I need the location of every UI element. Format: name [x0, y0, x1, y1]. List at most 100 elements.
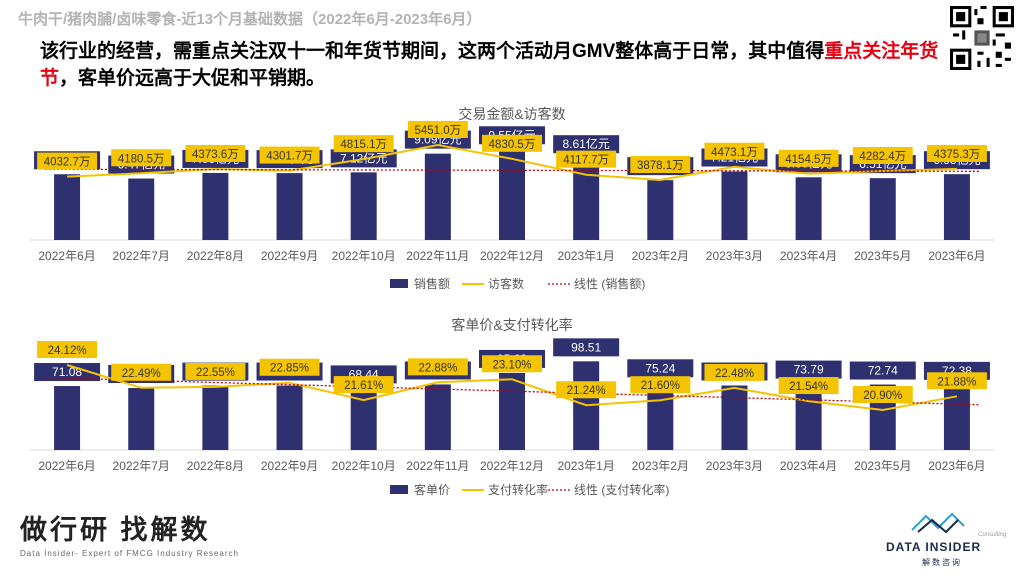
line-label-5: 5451.0万: [415, 125, 462, 137]
line-label-bg-2: [185, 144, 246, 162]
bar-1: [128, 388, 155, 450]
legend-bar-swatch: [390, 485, 408, 494]
bar-label-bg-7: [553, 135, 620, 154]
x-tick-10: 2023年4月: [780, 249, 837, 263]
x-tick-10: 2023年4月: [780, 459, 837, 473]
line-label-5: 22.88%: [418, 362, 457, 374]
line-label-bg-9: [704, 142, 765, 160]
line-label-bg-0: [37, 152, 98, 170]
line-label-2: 22.55%: [196, 367, 235, 379]
x-tick-9: 2023年3月: [706, 459, 763, 473]
x-tick-12: 2023年6月: [928, 459, 985, 473]
line-label-bg-10: [778, 377, 839, 395]
bar-9: [721, 171, 748, 240]
qr-code-icon: [950, 6, 1014, 70]
data-insider-logo-icon: [911, 512, 965, 534]
x-tick-9: 2023年3月: [706, 249, 763, 263]
line-label-bg-4: [333, 135, 394, 153]
line-label-10: 4154.5万: [785, 154, 832, 166]
line-label-bg-3: [259, 358, 320, 376]
line-label-7: 4117.7万: [563, 155, 609, 167]
line-label-9: 4473.1万: [711, 147, 758, 159]
x-tick-1: 2022年7月: [113, 459, 170, 473]
headline-text-1: 该行业的经营，需重点关注双十一和年货节期间，这两个活动月GMV整体高于日常，其中…: [40, 41, 825, 62]
legend-trend-label: 线性 (销售额): [574, 276, 645, 291]
x-tick-7: 2023年1月: [557, 459, 614, 473]
x-tick-5: 2022年11月: [406, 459, 469, 473]
x-tick-4: 2022年10月: [332, 249, 396, 263]
bar-label-7: 98.51: [571, 340, 601, 354]
line-label-bg-9: [704, 363, 765, 381]
x-tick-11: 2023年5月: [854, 249, 911, 263]
legend-line-label: 支付转化率: [488, 482, 548, 497]
bar-label-bg-0: [34, 363, 101, 382]
line-label-11: 4282.4万: [859, 151, 906, 163]
bar-12: [943, 174, 970, 240]
line-label-bg-8: [630, 156, 691, 173]
line-label-bg-4: [333, 376, 394, 394]
line-label-bg-11: [852, 147, 913, 165]
bar-3: [276, 385, 303, 450]
line-label-bg-12: [926, 372, 987, 390]
line-label-bg-7: [556, 381, 617, 399]
line-label-8: 3878.1万: [637, 160, 684, 172]
line-label-bg-3: [259, 146, 320, 164]
bar-2: [202, 385, 229, 450]
line-label-9: 22.48%: [715, 368, 754, 380]
line-label-8: 21.60%: [641, 380, 680, 392]
bar-label-8: 75.24: [645, 361, 675, 375]
headline-text-2: ，客单价远高于大促和平销期。: [59, 68, 326, 89]
bar-10: [795, 177, 822, 240]
bar-label-11: 72.74: [868, 364, 898, 378]
line-label-1: 4180.5万: [118, 153, 165, 165]
x-tick-5: 2022年11月: [406, 249, 469, 263]
line-label-4: 21.61%: [344, 380, 383, 392]
legend-trend-label: 线性 (支付转化率): [574, 482, 669, 497]
x-tick-8: 2023年2月: [632, 249, 689, 263]
bar-label-bg-10: [775, 360, 842, 379]
line-label-12: 21.88%: [937, 376, 976, 388]
bar-1: [128, 178, 155, 240]
chart-title: 交易金额&访客数: [458, 106, 565, 122]
footer-brand-cn: 做行研 找解数: [20, 515, 211, 545]
x-tick-11: 2023年5月: [854, 459, 911, 473]
line-label-bg-10: [778, 149, 839, 167]
page-subtitle: 牛肉干/猪肉脯/卤味零食-近13个月基础数据（2022年6月-2023年6月）: [18, 11, 482, 28]
bar-label-bg-7: [553, 338, 620, 357]
line-label-4: 4815.1万: [340, 139, 387, 151]
headline: 该行业的经营，需重点关注双十一和年货节期间，这两个活动月GMV整体高于日常，其中…: [40, 38, 952, 92]
x-tick-8: 2023年2月: [632, 459, 689, 473]
bar-10: [795, 383, 822, 450]
line-label-6: 4830.5万: [489, 139, 536, 151]
bar-4: [350, 172, 377, 240]
bar-2: [202, 172, 229, 240]
line-label-0: 24.12%: [48, 345, 87, 357]
x-tick-0: 2022年6月: [38, 459, 95, 473]
bar-5: [424, 384, 451, 450]
bar-11: [869, 178, 896, 240]
logo-sub: Consulting: [978, 532, 1007, 538]
bar-label-bg-8: [627, 359, 694, 378]
line-label-1: 22.49%: [122, 368, 161, 380]
bar-label-4: 7.12亿元: [340, 150, 387, 165]
bar-0: [54, 386, 81, 450]
line-label-10: 21.54%: [789, 381, 828, 393]
footer-brand-en: Data Insider- Expert of FMCG Industry Re…: [20, 549, 239, 558]
chart-sales-visitors: 交易金额&访客数6.92亿元6.47亿元7.06亿元7.04亿元7.12亿元9.…: [30, 106, 994, 291]
bar-9: [721, 385, 748, 450]
legend-bar-label: 销售额: [414, 276, 450, 291]
logo-cn: 解数咨询: [922, 558, 962, 567]
line-label-7: 21.24%: [567, 385, 606, 397]
bar-0: [54, 174, 81, 240]
chart-title: 客单价&支付转化率: [451, 317, 572, 333]
bar-label-7: 8.61亿元: [562, 136, 609, 151]
bar-6: [499, 372, 525, 450]
line-label-bg-7: [556, 150, 617, 168]
bar-8: [647, 180, 674, 240]
line-label-bg-6: [482, 134, 542, 152]
line-label-bg-1: [111, 149, 172, 167]
line-label-3: 4301.7万: [266, 151, 313, 163]
x-tick-2: 2022年8月: [187, 459, 244, 473]
headline-highlight: 重点关注年货节: [40, 41, 939, 89]
line-label-bg-12: [926, 144, 987, 162]
